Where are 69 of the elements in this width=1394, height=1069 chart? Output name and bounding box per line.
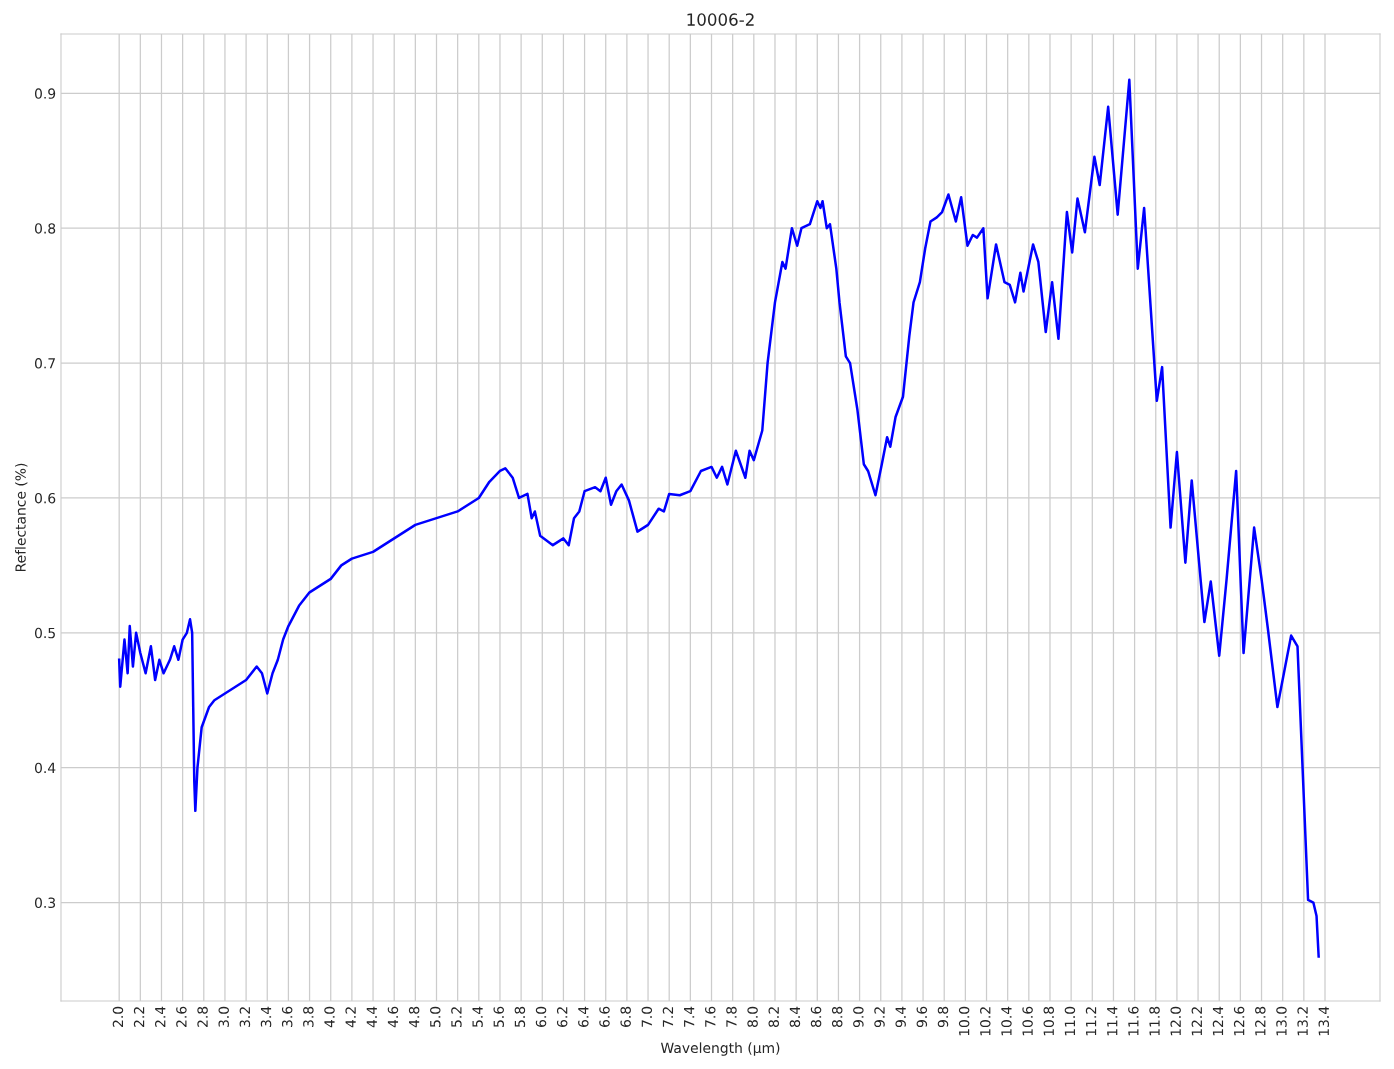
x-tick-label: 7.2 xyxy=(662,1007,674,1027)
x-tick-label: 10.8 xyxy=(1043,1006,1055,1036)
x-tick-label: 9.8 xyxy=(937,1006,949,1028)
x-tick-label: 13.2 xyxy=(1297,1007,1308,1036)
y-tick-label: 0.7 xyxy=(34,358,55,369)
x-tick-label: 3.0 xyxy=(218,1006,229,1027)
x-tick-label: 6.2 xyxy=(556,1007,568,1027)
x-tick-label: 11.8 xyxy=(1149,1006,1160,1036)
x-tick-label: 6.6 xyxy=(599,1006,610,1027)
x-tick-label: 3.4 xyxy=(260,1006,272,1027)
x-tick-label: 4.6 xyxy=(387,1006,399,1028)
x-tick-label: 10.6 xyxy=(1022,1006,1033,1036)
x-tick-label: 8.6 xyxy=(810,1006,822,1028)
y-tick-label: 0.8 xyxy=(34,223,56,234)
x-tick-label: 2.4 xyxy=(155,1006,166,1027)
y-tick-label: 0.9 xyxy=(34,88,56,99)
x-tick-label: 3.6 xyxy=(281,1006,293,1027)
x-tick-label: 11.6 xyxy=(1128,1006,1139,1036)
x-tick-label: 10.4 xyxy=(1001,1006,1012,1036)
y-tick-label: 0.6 xyxy=(34,492,56,504)
x-tick-label: 5.2 xyxy=(451,1007,462,1027)
x-tick-label: 9.4 xyxy=(895,1006,906,1028)
x-tick-label: 8.8 xyxy=(831,1006,843,1028)
x-tick-label: 11.4 xyxy=(1107,1006,1118,1036)
y-axis-title: Reflectance (%) xyxy=(15,463,28,572)
x-tick-label: 6.8 xyxy=(620,1006,631,1027)
y-tick-label: 0.5 xyxy=(34,627,55,639)
x-tick-label: 11.2 xyxy=(1085,1007,1097,1036)
x-tick-label: 7.0 xyxy=(641,1006,653,1027)
x-tick-label: 2.2 xyxy=(133,1007,145,1027)
x-tick-label: 7.4 xyxy=(684,1006,695,1027)
x-tick-label: 7.6 xyxy=(705,1006,716,1027)
x-tick-label: 5.4 xyxy=(472,1006,483,1027)
x-tick-label: 6.0 xyxy=(535,1006,547,1027)
y-tick-label: 0.4 xyxy=(34,762,56,774)
x-tick-label: 7.8 xyxy=(726,1006,737,1027)
x-tick-label: 13.0 xyxy=(1276,1006,1287,1036)
x-tick-label: 5.0 xyxy=(430,1006,441,1027)
x-tick-label: 4.8 xyxy=(408,1006,420,1028)
y-tick-label: 0.3 xyxy=(34,897,56,909)
x-tick-label: 12.8 xyxy=(1255,1006,1266,1036)
x-tick-label: 9.6 xyxy=(916,1006,928,1028)
x-tick-label: 5.8 xyxy=(514,1006,526,1027)
x-tick-label: 4.4 xyxy=(366,1006,377,1028)
x-tick-label: 12.4 xyxy=(1212,1006,1224,1036)
x-tick-label: 4.0 xyxy=(324,1006,335,1028)
x-axis-title: Wavelength (µm) xyxy=(660,1042,780,1056)
x-tick-label: 8.2 xyxy=(768,1007,779,1028)
x-tick-label: 3.2 xyxy=(239,1007,251,1027)
x-tick-label: 8.0 xyxy=(747,1006,758,1028)
x-tick-label: 5.6 xyxy=(493,1006,504,1027)
chart-title: 10006-2 xyxy=(687,13,754,26)
line-series xyxy=(117,78,1320,958)
x-tick-label: 8.4 xyxy=(789,1006,801,1028)
x-tick-label: 13.4 xyxy=(1318,1006,1330,1036)
x-tick-label: 2.0 xyxy=(112,1006,124,1027)
x-tick-label: 12.2 xyxy=(1191,1007,1202,1036)
x-tick-label: 10.2 xyxy=(980,1007,991,1036)
x-tick-label: 10.0 xyxy=(958,1006,970,1036)
x-tick-label: 6.4 xyxy=(578,1006,589,1027)
x-tick-label: 11.0 xyxy=(1064,1006,1076,1036)
x-tick-label: 12.0 xyxy=(1170,1006,1181,1036)
x-tick-label: 12.6 xyxy=(1233,1006,1245,1036)
x-tick-label: 3.8 xyxy=(303,1006,314,1027)
x-tick-label: 9.0 xyxy=(853,1006,864,1028)
x-tick-label: 2.8 xyxy=(197,1006,208,1027)
x-tick-label: 9.2 xyxy=(874,1007,885,1028)
x-tick-label: 4.2 xyxy=(345,1007,356,1028)
x-tick-label: 2.6 xyxy=(176,1006,187,1027)
